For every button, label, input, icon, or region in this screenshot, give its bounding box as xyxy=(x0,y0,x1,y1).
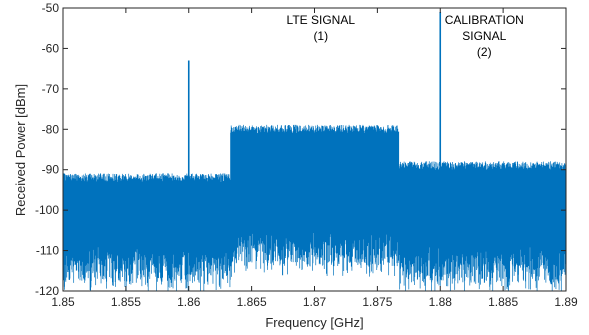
y-tick-label: -100 xyxy=(35,203,59,217)
y-tick-label: -60 xyxy=(42,41,60,55)
x-tick-label: 1.885 xyxy=(488,295,518,309)
x-tick-label: 1.87 xyxy=(303,295,327,309)
annotation-text-2: (2) xyxy=(477,45,492,59)
y-tick-label: -110 xyxy=(36,244,59,258)
x-tick-label: 1.865 xyxy=(237,295,267,309)
annotation-text-2: CALIBRATION xyxy=(445,13,524,27)
y-tick-label: -70 xyxy=(42,82,60,96)
x-tick-label: 1.89 xyxy=(554,295,578,309)
x-tick-label: 1.85 xyxy=(51,295,75,309)
annotation-text-1: (1) xyxy=(313,29,328,43)
x-axis-label: Frequency [GHz] xyxy=(265,315,363,330)
x-tick-label: 1.86 xyxy=(177,295,201,309)
plot-area xyxy=(62,7,567,292)
annotation-text-1: LTE SIGNAL xyxy=(287,13,356,27)
y-tick-label: -80 xyxy=(42,122,60,136)
x-tick-label: 1.88 xyxy=(429,295,453,309)
annotations: LTE SIGNAL (1) CALIBRATION SIGNAL (2) xyxy=(287,13,524,59)
x-axis-ticks: 1.85 1.855 1.86 1.865 1.87 1.875 1.88 1.885 1.89 xyxy=(51,8,578,309)
y-axis-label: Received Power [dBm] xyxy=(13,84,28,216)
y-tick-label: -120 xyxy=(35,284,59,298)
x-tick-label: 1.855 xyxy=(111,295,141,309)
y-tick-label: -50 xyxy=(42,1,60,15)
y-axis-ticks: -50 -60 -70 -80 -90 -100 -110 -120 xyxy=(35,1,566,298)
x-tick-label: 1.875 xyxy=(362,295,392,309)
annotation-text-2: SIGNAL xyxy=(462,29,506,43)
y-tick-label: -90 xyxy=(42,163,60,177)
